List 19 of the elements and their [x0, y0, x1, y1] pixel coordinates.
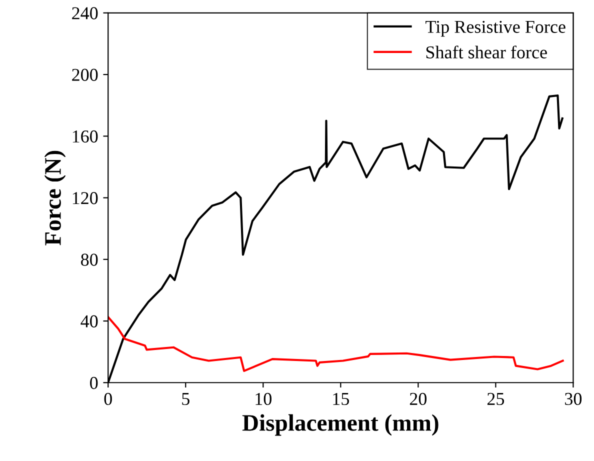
x-tick-label: 10: [256, 392, 272, 406]
legend-label: Tip Resistive Force: [426, 20, 566, 37]
x-tick-label: 0: [104, 392, 112, 406]
x-tick-label: 30: [565, 392, 582, 406]
x-tick-label: 20: [410, 392, 427, 406]
y-tick-label: 240: [72, 7, 98, 20]
x-tick-label: 5: [182, 393, 190, 406]
line-series: [108, 316, 564, 372]
y-tick-label: 0: [90, 376, 98, 390]
x-axis-title: Displacement (mm): [242, 414, 438, 436]
y-tick-label: 40: [80, 315, 98, 328]
legend-label: Shaft shear force: [426, 46, 547, 58]
y-tick-label: 160: [72, 130, 98, 143]
x-tick-label: 15: [333, 392, 349, 406]
x-tick-label: 25: [487, 392, 504, 406]
y-tick-label: 80: [81, 254, 98, 266]
y-axis-title: Force (N): [44, 150, 66, 246]
y-tick-label: 120: [72, 192, 98, 204]
y-tick-label: 200: [72, 68, 98, 81]
